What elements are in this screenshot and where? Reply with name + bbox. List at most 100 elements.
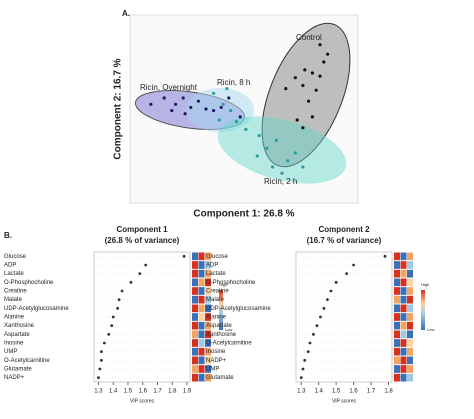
- category-label: Malate: [206, 297, 225, 303]
- y-axis-label: Component 2: 16.7 %: [113, 58, 124, 159]
- point: [162, 96, 166, 100]
- ellipse-control: [261, 22, 351, 168]
- category-label: O-Phosphocholine: [4, 280, 54, 286]
- heatmap-cell: [192, 365, 198, 373]
- point: [310, 115, 314, 119]
- heatmap-cell: [400, 295, 407, 304]
- point: [301, 165, 305, 169]
- point: [310, 71, 314, 75]
- x-tick-label: 1.6: [349, 389, 358, 395]
- heatmap-cell: [205, 295, 211, 304]
- legend-label: Ricin, Overnight: [140, 83, 198, 92]
- panel-label: A.: [122, 9, 130, 18]
- legend-label: Ricin, 8 h: [217, 78, 250, 87]
- dot: [322, 306, 326, 310]
- point: [318, 43, 322, 47]
- category-label: Glucose: [4, 254, 27, 260]
- dot: [326, 298, 329, 302]
- heatmap-cell: [198, 287, 205, 295]
- category-label: UMP: [4, 349, 17, 355]
- heatmap-cell: [394, 356, 400, 365]
- heatmap-cell: [407, 339, 413, 347]
- category-label: Inosine: [206, 349, 226, 355]
- heatmap-cell: [205, 278, 211, 287]
- heatmap-cell: [400, 278, 407, 287]
- heatmap-cell: [394, 287, 400, 295]
- point: [293, 151, 297, 155]
- dot: [138, 272, 142, 276]
- point: [303, 68, 307, 72]
- point: [280, 171, 284, 175]
- x-tick-label: 1.4: [315, 389, 324, 395]
- point: [284, 87, 288, 91]
- heatmap-cell: [407, 252, 413, 261]
- point: [244, 127, 248, 131]
- point: [181, 96, 185, 100]
- colorbar-label: High: [421, 282, 429, 287]
- point: [307, 99, 311, 103]
- point: [255, 154, 259, 158]
- heatmap-cell: [400, 373, 407, 382]
- category-label: Inosine: [4, 341, 24, 347]
- category-label: Aspartate: [4, 332, 30, 338]
- heatmap-cell: [400, 330, 407, 339]
- category-label: Glutamate: [4, 367, 32, 373]
- dot: [315, 324, 319, 328]
- dot: [345, 272, 349, 276]
- heatmap-cell: [205, 356, 211, 365]
- point: [318, 74, 322, 78]
- dot: [116, 306, 120, 310]
- heatmap-cell: [400, 347, 407, 356]
- point: [301, 126, 305, 130]
- colorbar: [421, 290, 425, 330]
- point: [322, 60, 326, 64]
- heatmap-cell: [394, 252, 400, 261]
- point: [227, 96, 231, 100]
- heatmap-cell: [192, 304, 198, 313]
- heatmap-cell: [407, 295, 413, 304]
- heatmap-cell: [394, 295, 400, 304]
- category-label: Malate: [4, 297, 23, 303]
- heatmap-cell: [198, 252, 205, 261]
- point: [295, 118, 299, 122]
- point: [229, 108, 233, 113]
- panel-label: B.: [4, 231, 12, 240]
- heatmap-cell: [192, 252, 198, 261]
- x-tick-label: 1.7: [153, 389, 162, 395]
- point: [270, 165, 275, 169]
- heatmap-cell: [400, 252, 407, 261]
- dot: [303, 358, 307, 362]
- heatmap-cell: [205, 269, 211, 278]
- heatmap-cell: [198, 321, 205, 330]
- category-label: ADP: [206, 263, 218, 269]
- category-label: O-Acetylcarnitine: [206, 341, 252, 347]
- heatmap-cell: [394, 321, 400, 330]
- heatmap-cell: [394, 347, 400, 356]
- point: [189, 105, 193, 110]
- heatmap-cell: [407, 330, 413, 339]
- x-tick-label: 1.3: [94, 389, 103, 395]
- point: [149, 102, 153, 106]
- dot: [383, 254, 387, 258]
- heatmap-cell: [192, 287, 198, 295]
- dot: [182, 254, 186, 258]
- heatmap-cell: [192, 313, 198, 321]
- point: [204, 107, 208, 111]
- heatmap-cell: [192, 321, 198, 330]
- heatmap-cell: [205, 321, 211, 330]
- heatmap-cell: [407, 365, 413, 373]
- point: [212, 108, 216, 113]
- heatmap-cell: [394, 278, 400, 287]
- point: [257, 134, 261, 138]
- dot: [117, 298, 121, 302]
- point: [326, 52, 330, 56]
- heatmap-cell: [394, 313, 400, 321]
- chart-subtitle: (16.7 % of variance): [307, 236, 382, 245]
- heatmap-cell: [192, 278, 198, 287]
- dot: [299, 376, 303, 380]
- heatmap-cell: [407, 356, 413, 365]
- chart-root: A. Component 1: 26.8 % Component 2: 16.7 %…: [4, 9, 434, 404]
- heatmap-cell: [400, 261, 407, 269]
- heatmap-cell: [407, 313, 413, 321]
- heatmap-cell: [205, 304, 211, 313]
